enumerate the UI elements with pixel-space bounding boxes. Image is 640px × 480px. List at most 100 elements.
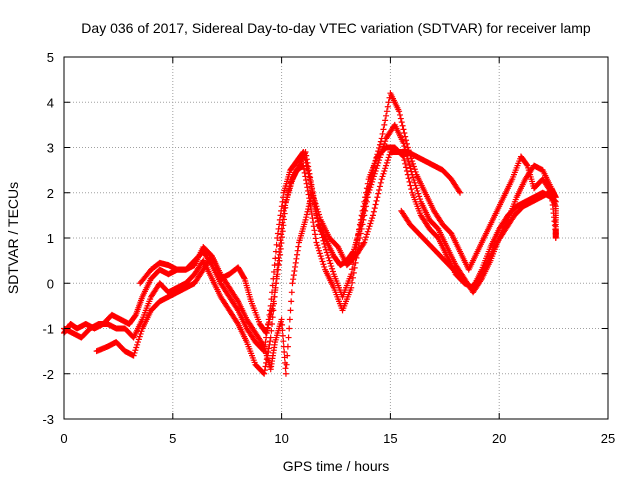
data-point-marker xyxy=(270,268,277,275)
data-point-marker xyxy=(405,147,412,154)
data-point-marker xyxy=(379,173,386,180)
y-axis-label: SDTVAR / TECUs xyxy=(5,182,21,294)
data-point-marker xyxy=(351,264,358,271)
data-point-marker xyxy=(546,191,553,198)
data-point-marker xyxy=(363,194,370,201)
data-point-marker xyxy=(281,349,288,356)
data-point-marker xyxy=(401,157,408,164)
data-point-marker xyxy=(275,262,282,269)
data-point-marker xyxy=(274,230,281,237)
data-point-marker xyxy=(286,316,293,323)
data-point-marker xyxy=(457,189,464,196)
axis-ticks: 0 5 10 15 20 25 -3 -2 -1 0 1 2 3 4 5 xyxy=(42,50,615,446)
y-tick-label: 3 xyxy=(47,141,54,156)
data-point-marker xyxy=(134,339,141,346)
data-point-marker xyxy=(276,257,283,264)
data-point-marker xyxy=(374,194,381,201)
data-point-marker xyxy=(402,160,409,167)
data-point-marker xyxy=(310,192,317,199)
data-point-marker xyxy=(369,212,376,219)
data-point-marker xyxy=(404,144,411,151)
data-point-marker xyxy=(284,352,291,359)
data-point-marker xyxy=(409,158,416,165)
data-point-marker xyxy=(137,330,144,337)
data-point-marker xyxy=(316,250,323,257)
data-point-marker xyxy=(302,149,309,156)
data-point-marker xyxy=(374,151,381,158)
data-point-marker xyxy=(305,167,312,174)
data-point-marker xyxy=(376,183,383,190)
y-tick-label: -2 xyxy=(42,367,54,382)
data-point-marker xyxy=(382,165,389,172)
data-point-marker xyxy=(290,272,297,279)
data-point-marker xyxy=(376,187,383,194)
data-point-marker xyxy=(276,243,283,250)
data-point-marker xyxy=(380,170,387,177)
data-point-marker xyxy=(282,365,289,372)
data-point-marker xyxy=(384,103,391,110)
data-point-marker xyxy=(275,266,282,273)
data-point-marker xyxy=(267,311,274,318)
data-point-marker xyxy=(278,225,285,232)
data-point-marker xyxy=(313,239,320,246)
data-point-marker xyxy=(264,327,271,334)
data-point-marker xyxy=(366,183,373,190)
data-point-marker xyxy=(303,180,310,187)
data-point-marker xyxy=(280,338,287,345)
data-point-marker xyxy=(276,221,283,228)
data-point-marker xyxy=(362,236,369,243)
data-point-marker xyxy=(397,115,404,122)
data-point-marker xyxy=(302,216,309,223)
data-point-marker xyxy=(357,222,364,229)
data-point-marker xyxy=(303,211,310,218)
data-point-marker xyxy=(348,271,355,278)
data-point-marker xyxy=(364,228,371,235)
data-point-marker xyxy=(329,268,336,275)
data-point-marker xyxy=(138,328,145,335)
data-point-marker xyxy=(311,199,318,206)
data-point-marker xyxy=(294,165,301,172)
data-point-marker xyxy=(277,237,284,244)
data-point-marker xyxy=(349,261,356,268)
data-point-marker xyxy=(373,165,380,172)
data-point-marker xyxy=(272,284,279,291)
data-point-marker xyxy=(304,159,311,166)
data-point-marker xyxy=(264,324,271,331)
data-point-marker xyxy=(373,197,380,204)
y-tick-label: 1 xyxy=(47,231,54,246)
data-point-marker xyxy=(547,192,554,199)
data-point-marker xyxy=(301,166,308,173)
x-axis-label: GPS time / hours xyxy=(283,458,390,474)
data-point-marker xyxy=(305,191,312,198)
data-point-marker xyxy=(292,259,299,266)
data-point-marker xyxy=(411,166,418,173)
data-point-marker xyxy=(317,253,324,260)
data-point-marker xyxy=(408,155,415,162)
data-point-marker xyxy=(552,201,559,208)
data-point-marker xyxy=(412,182,419,189)
data-point-marker xyxy=(309,188,316,195)
data-point-marker xyxy=(290,276,297,283)
data-point-marker xyxy=(309,215,316,222)
data-point-marker xyxy=(371,160,378,167)
data-point-marker xyxy=(135,336,142,343)
data-point-marker xyxy=(261,370,268,377)
data-point-marker xyxy=(294,247,301,254)
data-point-marker xyxy=(273,275,280,282)
data-point-marker xyxy=(327,260,334,267)
x-tick-label: 0 xyxy=(60,431,67,446)
data-point-marker xyxy=(376,141,383,148)
data-point-marker xyxy=(414,187,421,194)
data-point-marker xyxy=(550,199,557,206)
data-point-marker xyxy=(267,313,274,320)
data-point-marker xyxy=(407,182,414,189)
data-point-marker xyxy=(268,308,275,315)
data-point-marker xyxy=(324,252,331,259)
data-point-marker xyxy=(379,130,386,137)
data-point-marker xyxy=(240,274,247,281)
data-point-marker xyxy=(376,144,383,151)
data-point-marker xyxy=(375,148,382,155)
data-point-marker xyxy=(290,173,297,180)
data-point-marker xyxy=(289,176,296,183)
